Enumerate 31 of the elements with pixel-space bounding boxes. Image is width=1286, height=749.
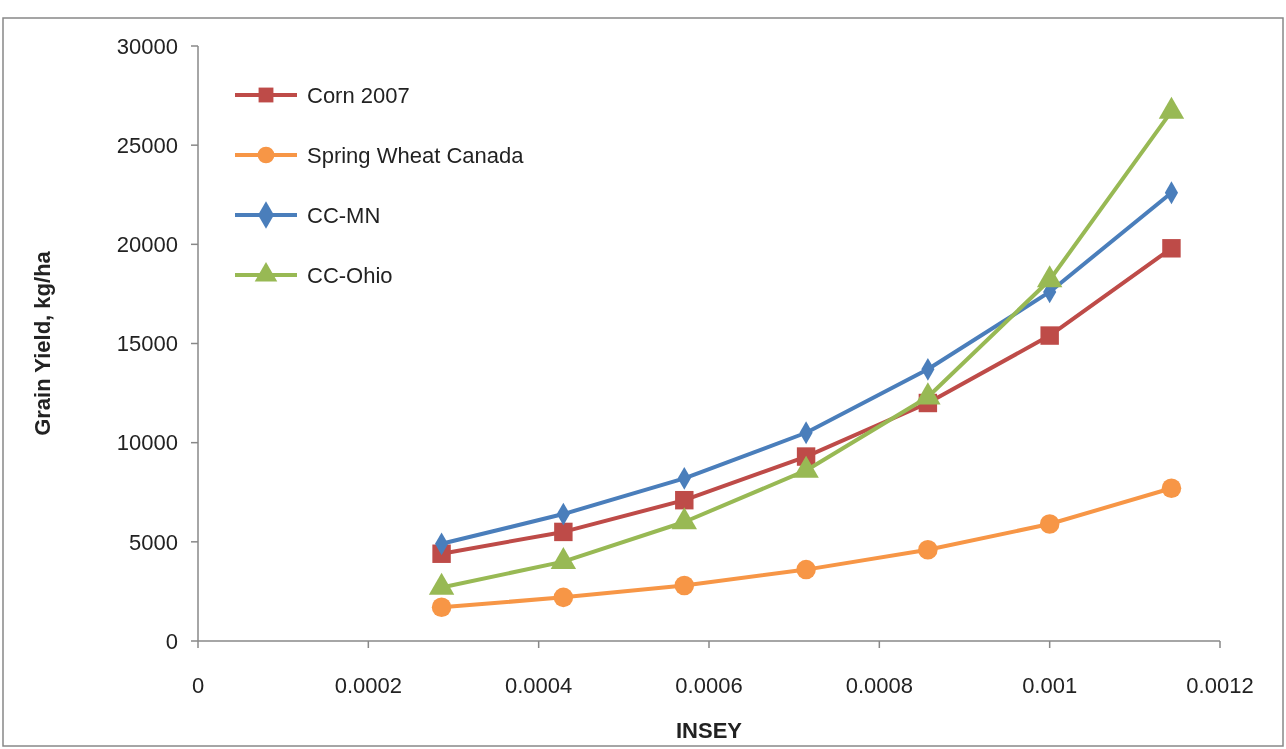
y-tick-label: 5000 xyxy=(129,529,178,555)
point xyxy=(1040,326,1059,345)
y-tick-label: 20000 xyxy=(116,232,178,258)
x-tick-label: 0.001 xyxy=(1022,673,1078,698)
y-axis-title: Grain Yield, kg/ha xyxy=(30,250,55,436)
x-axis-title: INSEY xyxy=(675,718,743,743)
x-tick-label: 0.0002 xyxy=(334,673,402,698)
point xyxy=(918,540,938,560)
point xyxy=(675,490,694,510)
x-tick-label: 0 xyxy=(191,673,205,698)
point xyxy=(674,575,695,596)
x-tick-label: 0.0008 xyxy=(845,673,913,698)
legend-label: Corn 2007 xyxy=(307,82,410,108)
legend-label: CC-Ohio xyxy=(307,262,393,288)
legend-label: Spring Wheat Canada xyxy=(307,142,525,168)
point xyxy=(431,597,452,618)
legend-label: CC-MN xyxy=(307,202,381,228)
point xyxy=(554,522,573,542)
point xyxy=(1161,478,1182,499)
point xyxy=(796,559,816,580)
y-tick-label: 0 xyxy=(165,628,178,654)
x-tick-label: 0.0006 xyxy=(675,673,743,698)
point xyxy=(553,587,574,608)
x-tick-label: 0.0004 xyxy=(505,673,573,698)
x-tick-label: 0.0012 xyxy=(1186,673,1254,698)
y-tick-label: 10000 xyxy=(116,430,178,456)
y-tick-label: 25000 xyxy=(116,132,178,158)
y-tick-label: 30000 xyxy=(116,33,178,59)
point xyxy=(1039,514,1060,534)
point xyxy=(1162,239,1181,258)
y-tick-label: 15000 xyxy=(116,331,178,357)
